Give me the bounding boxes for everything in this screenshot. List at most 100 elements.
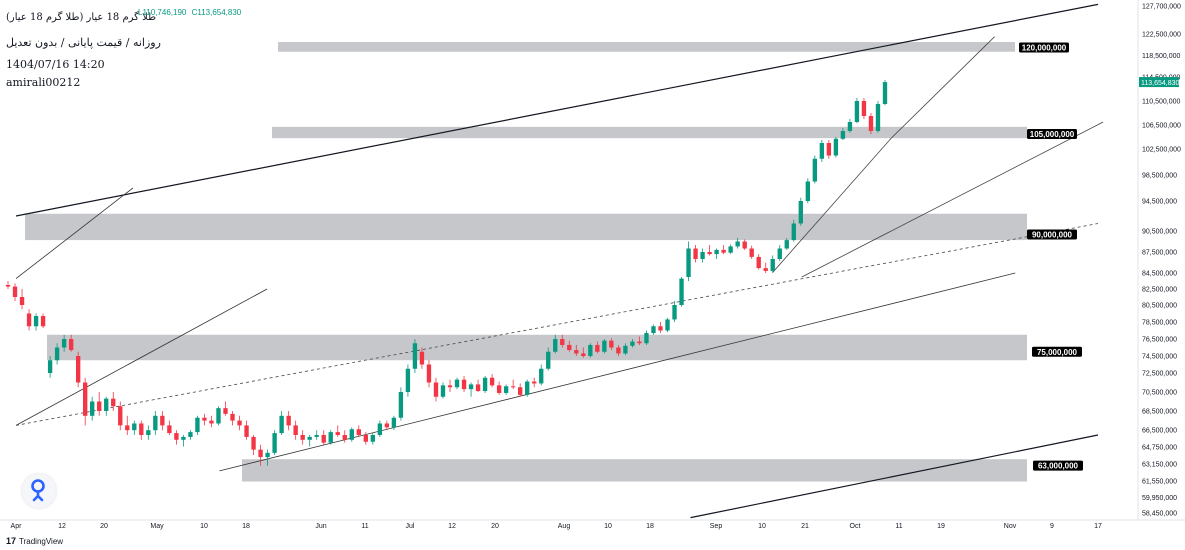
candle <box>798 197 803 226</box>
candle-body <box>644 333 649 344</box>
level-label-box <box>1027 129 1077 139</box>
candle-body <box>798 201 803 224</box>
candle <box>623 343 628 356</box>
candle-body <box>384 423 390 428</box>
candle <box>861 98 867 119</box>
candle <box>132 420 137 435</box>
candle <box>412 339 418 373</box>
candle <box>202 413 207 426</box>
time-axis[interactable]: Apr 12 20 May 10 18 Jun 11 Jul 12 20 Aug 10 18 Sep 10 21… <box>0 519 1185 530</box>
candle-body <box>539 368 544 384</box>
price-tick-label: 66,500,000 <box>1142 428 1177 435</box>
price-zone-1 <box>278 42 1015 52</box>
candle-body <box>447 385 453 388</box>
candle <box>854 98 860 124</box>
last-price-box <box>1139 77 1179 88</box>
candle <box>216 406 221 426</box>
candle-body <box>686 248 691 277</box>
candle <box>616 344 621 356</box>
candle-body <box>461 379 467 390</box>
candle-body <box>805 181 810 201</box>
time-tick-label: 21 <box>801 523 809 530</box>
chart-title: طلا گرم 18 عیار (طلا گرم 18 عیار) <box>6 12 157 23</box>
candle <box>363 432 368 445</box>
candle <box>160 411 165 431</box>
trendline-1 <box>15 3 1099 217</box>
candle <box>777 245 782 262</box>
time-tick-label: 18 <box>242 523 250 530</box>
candle <box>728 244 733 255</box>
time-tick-label: Nov <box>1004 523 1017 530</box>
candle <box>588 343 593 358</box>
tradingview-watermark: 17 TradingView <box>6 536 63 546</box>
candle <box>405 364 411 397</box>
candle <box>637 336 642 345</box>
candle <box>489 373 495 388</box>
candle-body <box>68 339 74 351</box>
watermark-text: TradingView <box>19 537 64 546</box>
candle-body <box>791 223 796 241</box>
candle-body <box>237 420 242 426</box>
candle <box>763 262 768 273</box>
candle-body <box>728 246 733 253</box>
candle <box>377 420 383 437</box>
candle <box>5 281 11 289</box>
candle <box>230 411 235 426</box>
price-axis[interactable]: 127,700,000122,500,000118,500,000114,500… <box>1137 0 1181 520</box>
candle-body <box>5 285 11 287</box>
candle <box>651 324 656 335</box>
price-tick-label: 84,500,000 <box>1142 271 1177 278</box>
candle <box>539 364 544 386</box>
candle <box>426 360 432 388</box>
candle <box>75 351 81 388</box>
candle-body <box>468 384 474 390</box>
candle-body <box>833 138 839 156</box>
candle <box>174 430 179 445</box>
candle-body <box>111 398 116 407</box>
candle <box>279 411 284 435</box>
candle-body <box>419 351 425 365</box>
candle-body <box>665 319 670 331</box>
price-tick-label: 63,150,000 <box>1142 462 1177 469</box>
price-tick-label: 68,500,000 <box>1142 409 1177 416</box>
candle-body <box>616 347 621 354</box>
candle-body <box>496 385 502 393</box>
candle <box>272 430 277 455</box>
candle <box>90 396 95 421</box>
price-zone-3 <box>25 213 1027 241</box>
candle <box>812 155 818 184</box>
candle-body <box>510 386 516 388</box>
time-tick-label: 12 <box>58 523 66 530</box>
candle <box>181 435 186 447</box>
time-tick-label: May <box>150 523 164 530</box>
last-price-text: 113,654,830 <box>1141 80 1180 87</box>
level-label-box <box>1033 460 1083 471</box>
candle <box>146 425 151 440</box>
candle <box>693 245 698 263</box>
price-tick-label: 102,500,000 <box>1142 147 1181 154</box>
candle-body <box>588 344 593 356</box>
price-tick-label: 80,500,000 <box>1142 303 1177 310</box>
candle-body <box>503 386 509 393</box>
candle <box>391 415 397 431</box>
candle-body <box>293 425 298 435</box>
candle <box>188 430 193 440</box>
candle <box>630 339 635 348</box>
candle-body <box>26 313 32 327</box>
tradingview-logo-icon[interactable] <box>22 474 56 508</box>
candle-body <box>763 268 768 271</box>
trendline-5 <box>219 272 1016 472</box>
candle <box>510 379 516 390</box>
candle-body <box>75 356 81 383</box>
candle-body <box>840 131 846 139</box>
candle-body <box>244 425 249 437</box>
price-zone-2 <box>272 126 1027 139</box>
candle-body <box>90 401 95 416</box>
candle-body <box>251 436 256 450</box>
candle <box>868 113 874 134</box>
candle-body <box>181 436 186 440</box>
candle-body <box>118 406 123 426</box>
level-label-text: 63,000,000 <box>1038 462 1079 471</box>
level-label-text: 75,000,000 <box>1037 348 1078 357</box>
